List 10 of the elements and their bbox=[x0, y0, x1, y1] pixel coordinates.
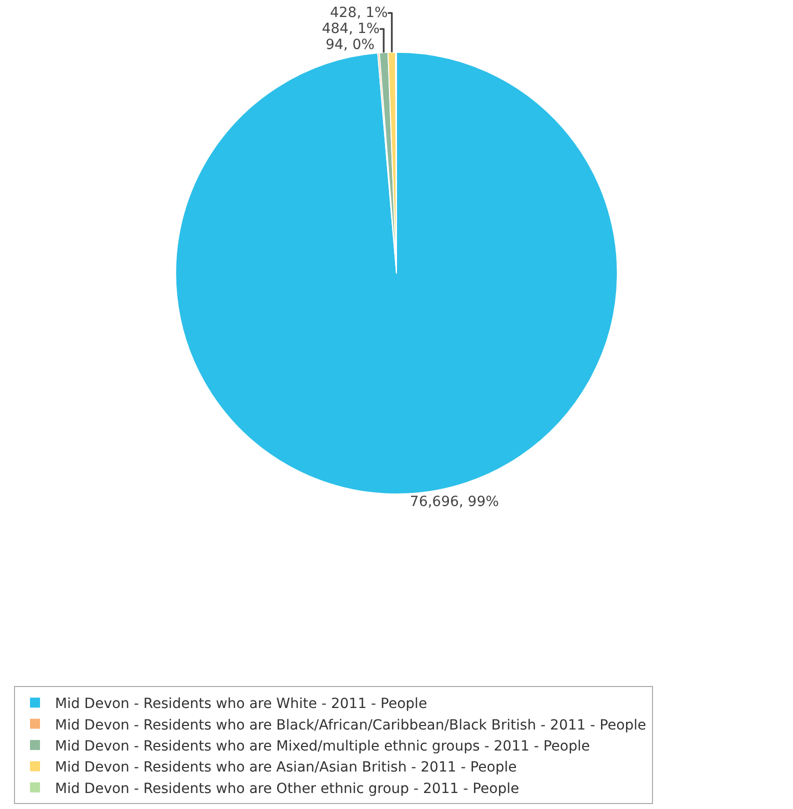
legend-label: Mid Devon - Residents who are Black/African/Caribbean/Black British - 2011 - People bbox=[55, 717, 646, 734]
data-label: 76,696, 99% bbox=[410, 494, 499, 510]
data-label: 94, 0% bbox=[326, 37, 375, 54]
legend-label: Mid Devon - Residents who are Mixed/multiple ethnic groups - 2011 - People bbox=[55, 738, 590, 754]
legend-label: Mid Devon - Residents who are Other ethnic group - 2011 - People bbox=[55, 780, 520, 797]
legend-label: Mid Devon - Residents who are Asian/Asian British - 2011 - People bbox=[55, 760, 517, 776]
data-label: 484, 1% bbox=[322, 21, 380, 38]
data-label: 428, 1% bbox=[330, 5, 388, 22]
pie-slice bbox=[176, 52, 618, 494]
legend-label: Mid Devon - Residents who are White - 2011 - People bbox=[55, 696, 428, 712]
